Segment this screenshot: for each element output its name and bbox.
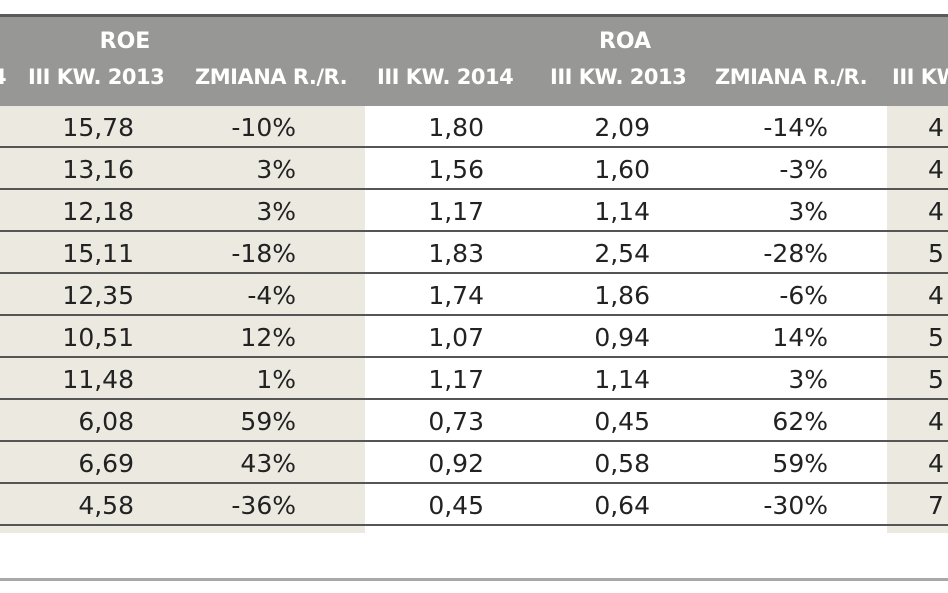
cell-roa-change: 3%	[788, 365, 828, 394]
cell-roa-2014: 1,80	[428, 113, 484, 142]
table-row: 11,48 1% 1,17 1,14 3% 5	[0, 358, 948, 400]
cell-roe-2013: 12,18	[62, 197, 134, 226]
cell-roa-2014: 1,17	[428, 197, 484, 226]
cell-roa-2014: 0,45	[428, 491, 484, 520]
col-head-roe-change: ZMIANA R./R.	[195, 65, 348, 89]
cell-roa-change: -3%	[779, 155, 828, 184]
cell-roa-2013: 0,64	[594, 491, 650, 520]
group-title-roa: ROA	[598, 29, 652, 54]
cell-roa-2013: 2,54	[594, 239, 650, 268]
col-head-roa-2014: III KW. 2014	[377, 65, 514, 89]
cell-roa-2014: 1,74	[428, 281, 484, 310]
cell-next-partial: 4	[928, 449, 944, 478]
cell-roe-2013: 11,48	[62, 365, 134, 394]
cell-roa-change: 3%	[788, 197, 828, 226]
cell-roa-change: 59%	[772, 449, 828, 478]
col-head-roa-change: ZMIANA R./R.	[715, 65, 868, 89]
table-row: 10,51 12% 1,07 0,94 14% 5	[0, 316, 948, 358]
cell-next-partial: 5	[928, 365, 944, 394]
col-head-roe-2013: III KW. 2013	[28, 65, 165, 89]
cell-roe-change: -18%	[231, 239, 296, 268]
table-row: 12,35 -4% 1,74 1,86 -6% 4	[0, 274, 948, 316]
cell-next-partial: 4	[928, 281, 944, 310]
cell-roe-change: -36%	[231, 491, 296, 520]
col-head-roa-2013: III KW. 2013	[550, 65, 687, 89]
table-header: 4 ROE III KW. 2013 ZMIANA R./R. ROA III …	[0, 17, 948, 106]
table-row: 6,69 43% 0,92 0,58 59% 4	[0, 442, 948, 484]
cell-next-partial: 4	[928, 197, 944, 226]
group-title-roe: ROE	[99, 29, 151, 54]
cell-roa-2014: 1,17	[428, 365, 484, 394]
cell-roa-change: 14%	[772, 323, 828, 352]
cell-next-partial: 5	[928, 239, 944, 268]
cell-next-partial: 5	[928, 323, 944, 352]
cell-roa-2013: 1,14	[594, 365, 650, 394]
cell-roe-change: 3%	[256, 155, 296, 184]
cell-roa-2014: 1,83	[428, 239, 484, 268]
top-rule	[0, 14, 948, 17]
beige-column-next	[887, 106, 948, 533]
cell-next-partial: 4	[928, 407, 944, 436]
cell-roa-2013: 0,94	[594, 323, 650, 352]
cell-roa-2013: 1,14	[594, 197, 650, 226]
cell-roa-change: 62%	[772, 407, 828, 436]
cell-next-partial: 4	[928, 155, 944, 184]
cell-roe-change: -10%	[231, 113, 296, 142]
cell-roe-change: -4%	[247, 281, 296, 310]
cell-roe-2013: 15,11	[62, 239, 134, 268]
table-row: 12,18 3% 1,17 1,14 3% 4	[0, 190, 948, 232]
cell-roa-change: -14%	[763, 113, 828, 142]
cell-roe-2013: 13,16	[62, 155, 134, 184]
cell-roa-change: -28%	[763, 239, 828, 268]
cell-roa-2013: 1,60	[594, 155, 650, 184]
cell-roe-change: 43%	[240, 449, 296, 478]
cell-roa-2013: 0,58	[594, 449, 650, 478]
cell-roa-2013: 0,45	[594, 407, 650, 436]
bottom-rule	[0, 578, 948, 581]
cell-roa-2014: 1,56	[428, 155, 484, 184]
cell-roe-2013: 4,58	[78, 491, 134, 520]
table-row: 15,78 -10% 1,80 2,09 -14% 4	[0, 106, 948, 148]
cell-roe-2013: 6,08	[78, 407, 134, 436]
cell-roa-2014: 0,92	[428, 449, 484, 478]
cell-roe-2013: 10,51	[62, 323, 134, 352]
table-row: 6,08 59% 0,73 0,45 62% 4	[0, 400, 948, 442]
beige-column-roe	[0, 106, 365, 533]
cell-next-partial: 7	[928, 491, 944, 520]
cell-roe-2013: 15,78	[62, 113, 134, 142]
cell-roa-2013: 1,86	[594, 281, 650, 310]
table-body: 15,78 -10% 1,80 2,09 -14% 4 13,16 3% 1,5…	[0, 106, 948, 534]
cell-next-partial: 4	[928, 113, 944, 142]
cell-roa-2013: 2,09	[594, 113, 650, 142]
cell-roe-change: 1%	[256, 365, 296, 394]
cell-roe-2013: 6,69	[78, 449, 134, 478]
cell-roa-change: -30%	[763, 491, 828, 520]
cell-roe-change: 12%	[240, 323, 296, 352]
table-row: 13,16 3% 1,56 1,60 -3% 4	[0, 148, 948, 190]
cell-roa-change: -6%	[779, 281, 828, 310]
table-row: 4,58 -36% 0,45 0,64 -30% 7	[0, 484, 948, 526]
cell-roa-2014: 0,73	[428, 407, 484, 436]
cell-roe-2013: 12,35	[62, 281, 134, 310]
header-left-partial: 4	[0, 65, 7, 89]
cell-roa-2014: 1,07	[428, 323, 484, 352]
col-head-next-partial: III KW	[892, 65, 948, 89]
table-row: 15,11 -18% 1,83 2,54 -28% 5	[0, 232, 948, 274]
cell-roe-change: 59%	[240, 407, 296, 436]
cell-roe-change: 3%	[256, 197, 296, 226]
